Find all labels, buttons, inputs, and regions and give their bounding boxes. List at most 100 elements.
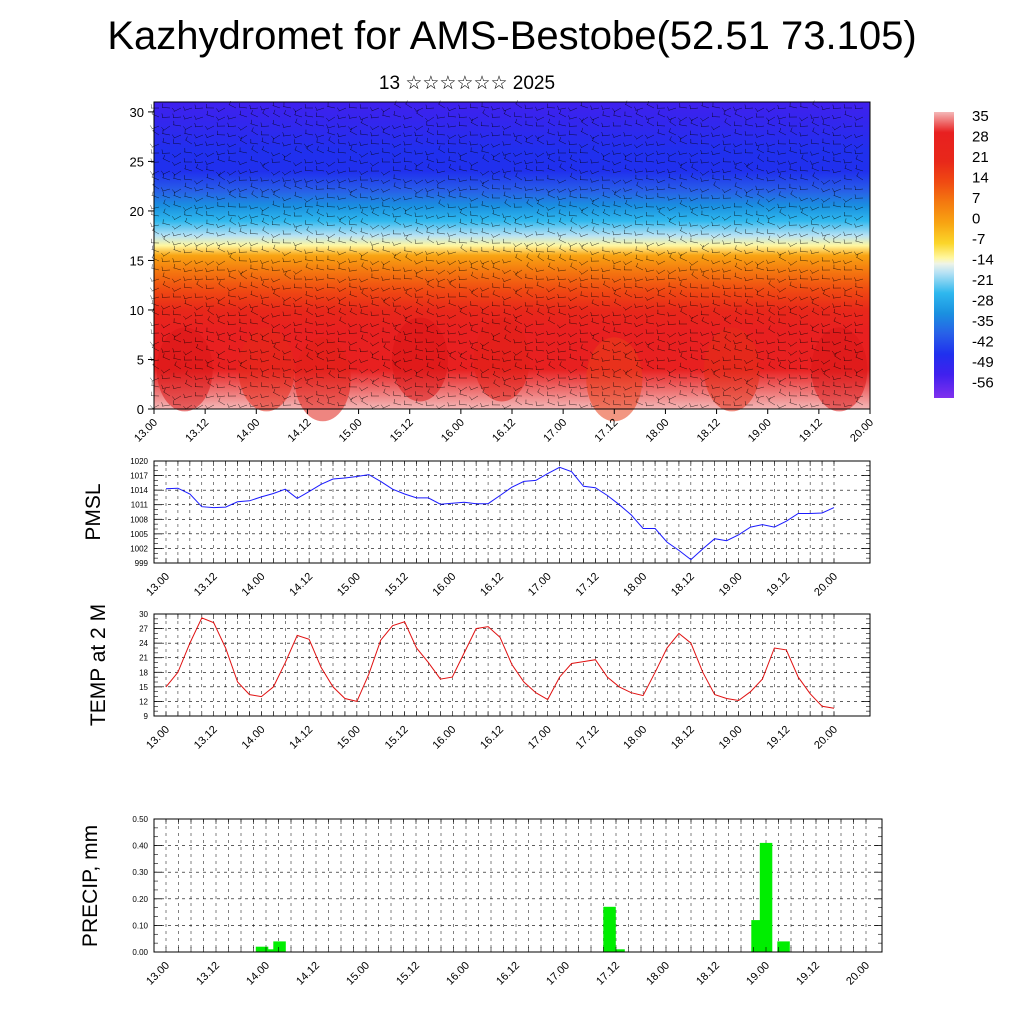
colorbar-label: 0 [972, 211, 980, 228]
pmsl-ytick-label: 1011 [131, 501, 149, 510]
xs-xtick-label: 18.00 [644, 417, 672, 445]
pmsl-xtick-label: 14.00 [240, 571, 268, 599]
xs-ytick-label: 30 [130, 105, 144, 120]
colorbar-label: 14 [972, 170, 989, 187]
precip-xtick-label: 13.00 [144, 960, 172, 988]
temp-xtick-label: 17.12 [574, 724, 602, 752]
precip-xtick-label: 19.00 [744, 960, 772, 988]
pmsl-xtick-label: 14.12 [287, 571, 315, 599]
pmsl-xtick-label: 17.12 [574, 571, 602, 599]
precip-xtick-label: 18.00 [644, 960, 672, 988]
pmsl-series-line [165, 466, 835, 561]
temp-ytick-label: 27 [139, 625, 148, 634]
temp-xtick-label: 16.00 [430, 724, 458, 752]
wind-barbs [149, 100, 864, 410]
precip-xtick-label: 16.00 [444, 960, 472, 988]
xs-xtick-label: 15.12 [388, 417, 416, 445]
pmsl-y-axis-label: PMSL [82, 483, 105, 540]
pmsl-xtick-label: 17.00 [526, 571, 554, 599]
temp-xtick-label: 15.12 [383, 724, 411, 752]
temp-xtick-label: 14.00 [240, 724, 268, 752]
colorbar-label: -35 [972, 313, 994, 330]
warm-cell-1 [238, 327, 295, 412]
pmsl-grid [154, 460, 870, 564]
pmsl-xtick-label: 19.12 [764, 571, 792, 599]
colorbar-label: 28 [972, 129, 989, 146]
temp-xtick-label: 14.12 [287, 724, 315, 752]
precip-xtick-label: 13.12 [194, 960, 222, 988]
cross-section-x-axis: 13.00 13.12 14.00 14.12 15.00 15.12 16.00 16.12… [132, 409, 876, 445]
precip-bar-0 [255, 946, 269, 952]
precip-xtick-label: 20.00 [844, 960, 872, 988]
xs-xtick-label: 14.12 [286, 417, 314, 445]
precip-ytick-label: 0.40 [132, 842, 148, 851]
cross-section-y-axis: 0 5 10 15 20 25 30 [130, 105, 154, 417]
temp-xtick-label: 16.12 [478, 724, 506, 752]
colorbar-label: -28 [972, 293, 994, 310]
pmsl-xtick-label: 15.00 [335, 571, 363, 599]
xs-xtick-label: 14.00 [234, 417, 262, 445]
xs-ytick-label: 10 [130, 303, 144, 318]
temp-xtick-label: 13.00 [144, 724, 172, 752]
colorbar-label: -7 [972, 231, 985, 248]
temp-xtick-label: 13.12 [192, 724, 220, 752]
temp-ytick-label: 18 [139, 668, 148, 677]
pmsl-panel: 999 1002 1005 1008 1011 1014 1017 1020 13.00 13.1… [82, 457, 871, 599]
colorbar-label: 7 [972, 190, 980, 207]
xs-ytick-label: 0 [137, 402, 144, 417]
precip-ytick-label: 0.00 [132, 948, 148, 957]
pmsl-ytick-label: 1017 [130, 472, 148, 481]
precip-bars [255, 842, 790, 952]
xs-ytick-label: 15 [130, 253, 144, 268]
page-subtitle: 13 ☆☆☆☆☆☆ 2025 [378, 73, 556, 94]
precip-bar-3 [603, 906, 616, 952]
precip-bar-4 [612, 949, 625, 952]
page-title: Kazhydromet for AMS-Bestobe(52.51 73.105… [107, 14, 917, 58]
warm-cell-2 [294, 337, 351, 422]
colorbar-label: -14 [972, 252, 994, 269]
warm-cell-6 [811, 327, 868, 412]
temp-y-axis-label: TEMP at 2 M [87, 604, 110, 726]
pmsl-axes: 999 1002 1005 1008 1011 1014 1017 1020 13.00 13.1… [130, 457, 870, 599]
pmsl-xtick-label: 16.12 [478, 571, 506, 599]
temp-xtick-label: 19.00 [717, 724, 745, 752]
pmsl-ytick-label: 1002 [130, 544, 148, 553]
precip-xtick-label: 14.12 [294, 960, 322, 988]
precip-ytick-label: 0.30 [132, 868, 148, 877]
xs-xtick-label: 13.12 [183, 417, 211, 445]
pmsl-xtick-label: 18.12 [669, 571, 697, 599]
temp-xtick-label: 20.00 [812, 724, 840, 752]
xs-xtick-label: 15.00 [337, 417, 365, 445]
temp-ytick-label: 30 [139, 610, 148, 619]
xs-xtick-label: 17.00 [541, 417, 569, 445]
warm-cell-4 [473, 317, 530, 402]
temp-xtick-label: 18.12 [669, 724, 697, 752]
pmsl-xtick-label: 16.00 [430, 571, 458, 599]
precip-bar-1 [264, 949, 278, 952]
xs-xtick-label: 20.00 [848, 417, 876, 445]
precip-xtick-label: 16.12 [494, 960, 522, 988]
temp-ytick-label: 15 [139, 683, 148, 692]
temp-ytick-label: 12 [139, 697, 148, 706]
precip-xtick-label: 17.00 [544, 960, 572, 988]
colorbar-label: -42 [972, 334, 994, 351]
colorbar-label: -49 [972, 354, 994, 371]
colorbar-label: 35 [972, 108, 989, 125]
temp-ytick-label: 9 [144, 712, 149, 721]
precip-xtick-label: 15.12 [394, 960, 422, 988]
pmsl-xtick-label: 18.00 [621, 571, 649, 599]
precip-xtick-label: 17.12 [594, 960, 622, 988]
precip-bar-7 [777, 941, 790, 952]
pmsl-ytick-label: 999 [135, 559, 149, 568]
pmsl-ytick-label: 1014 [130, 486, 148, 495]
warm-cell-0 [156, 327, 213, 412]
precip-y-axis-label: PRECIP, mm [79, 825, 102, 947]
colorbar: 35 28 21 14 7 0 -7 -14 -21 -28 -35 -42 -49 -56 [934, 108, 994, 398]
colorbar-label: -56 [972, 375, 994, 392]
precip-xtick-label: 15.00 [344, 960, 372, 988]
precip-grid [154, 818, 882, 953]
temp-ytick-label: 24 [139, 639, 148, 648]
pmsl-xtick-label: 13.00 [144, 571, 172, 599]
temp-series-line [165, 617, 835, 709]
